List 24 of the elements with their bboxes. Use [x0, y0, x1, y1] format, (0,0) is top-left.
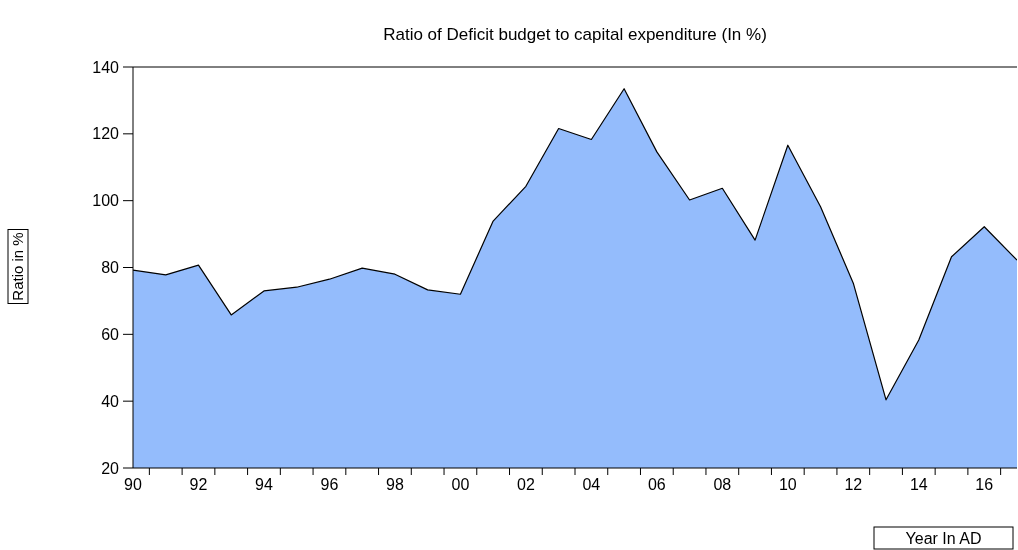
x-tick-label: 14 [909, 476, 928, 493]
chart-title: Ratio of Deficit budget to capital expenditure (In %) [383, 25, 767, 44]
x-tick-label: 10 [778, 476, 797, 493]
x-tick-label: 00 [451, 476, 470, 493]
y-tick-label: 60 [101, 325, 120, 343]
y-tick-label: 40 [101, 392, 120, 410]
y-axis-title: Ratio in % [9, 232, 27, 301]
y-tick-label: 100 [92, 192, 120, 210]
y-tick-label: 80 [101, 259, 120, 277]
x-tick-label: 12 [844, 476, 863, 493]
y-tick-label: 20 [101, 459, 120, 477]
y-tick-label: 120 [92, 125, 120, 143]
x-tick-label: 06 [647, 476, 666, 493]
x-tick-label: 90 [124, 476, 142, 493]
x-axis-title: Year In AD [905, 529, 982, 547]
x-tick-label: 16 [975, 476, 994, 493]
x-tick-label: 92 [189, 476, 208, 493]
x-tick-label: 96 [320, 476, 339, 493]
x-tick-label: 04 [582, 476, 601, 493]
x-tick-label: 02 [516, 476, 535, 493]
x-tick-label: 08 [713, 476, 732, 493]
x-tick-label: 94 [255, 476, 273, 493]
y-tick-label: 140 [92, 58, 120, 76]
x-tick-label: 98 [386, 476, 404, 493]
